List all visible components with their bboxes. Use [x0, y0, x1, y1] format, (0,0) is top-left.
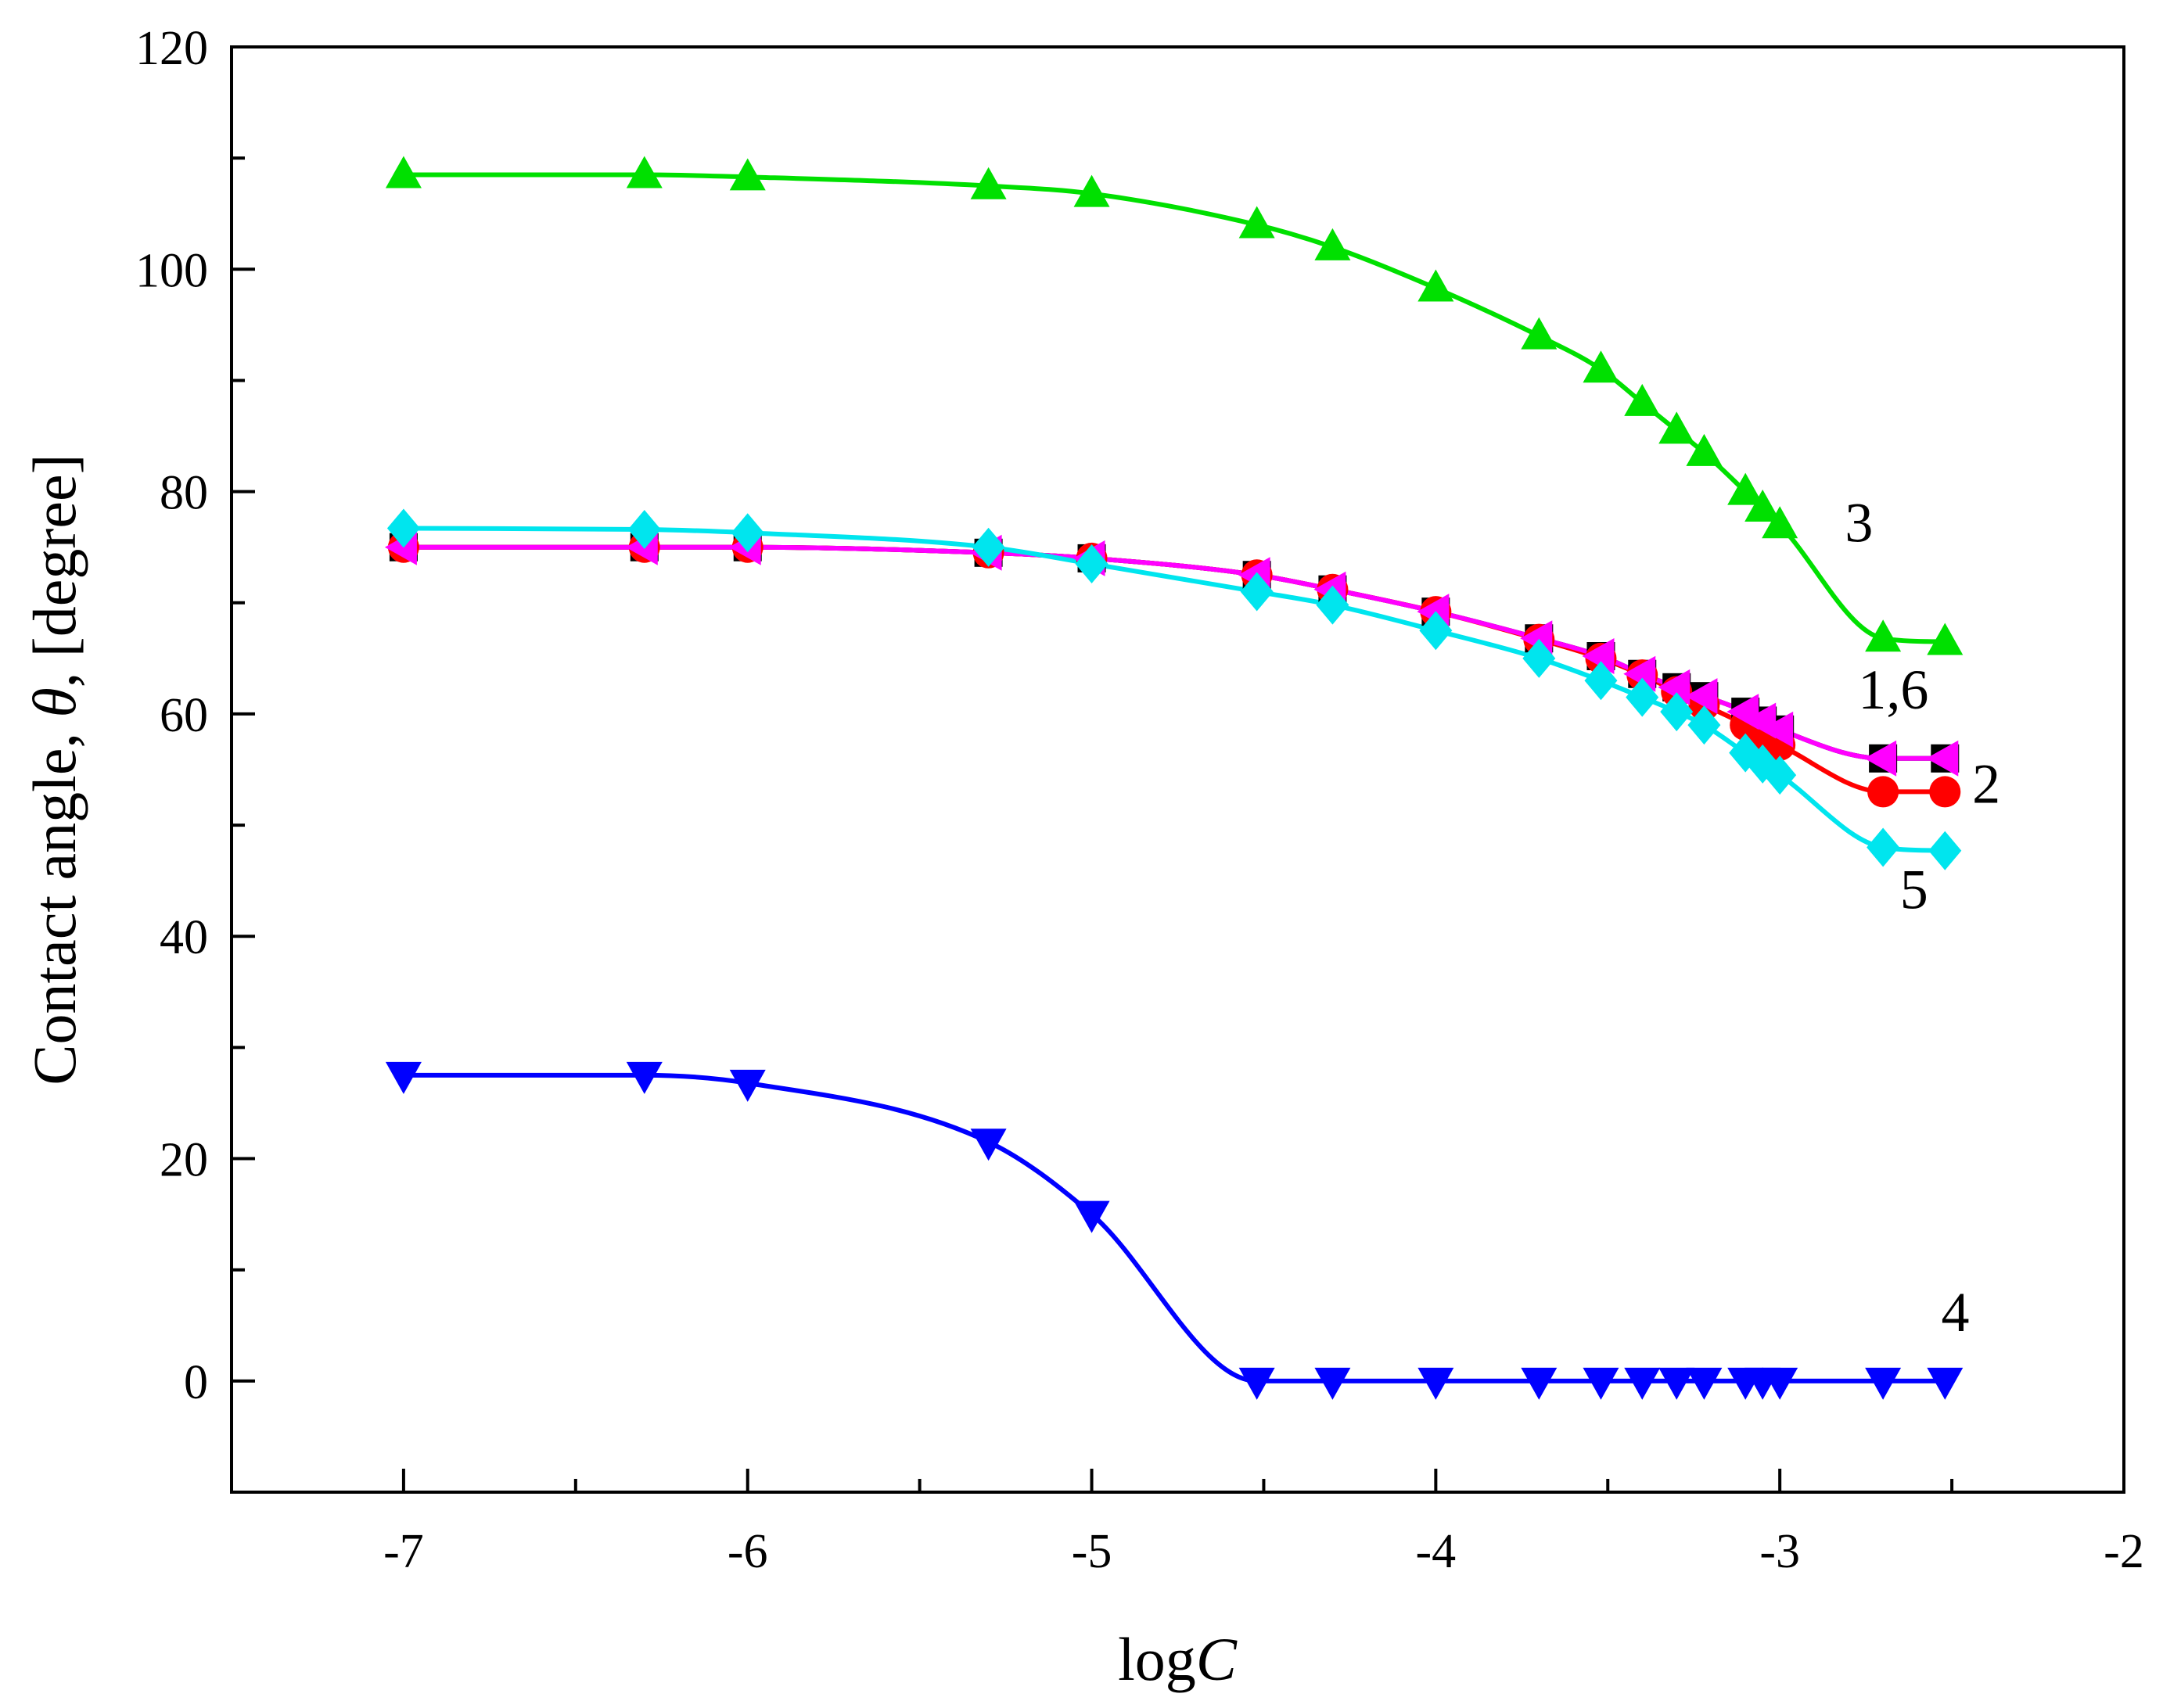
series-5-point [731, 513, 764, 553]
x-axis-title: logC [1118, 1625, 1238, 1693]
series-4-point [1583, 1367, 1619, 1400]
series-3-point [1865, 619, 1902, 652]
y-tick-label: 100 [135, 244, 208, 297]
y-axis-title: Contact angle, θ, [degree] [20, 454, 88, 1085]
series-3-point [1238, 206, 1275, 239]
series-2-point [1867, 776, 1899, 808]
series-6-point [1761, 711, 1794, 748]
series-4-point [626, 1061, 663, 1094]
series-6-point [1864, 740, 1897, 777]
series-5-point [386, 508, 420, 548]
series-3-point [1727, 472, 1764, 505]
series-4-point [1686, 1367, 1723, 1400]
series-3-point [1927, 623, 1964, 655]
series-5-point [627, 509, 661, 549]
series-6-point [1582, 638, 1615, 675]
series-4-point [729, 1069, 766, 1102]
series-2-point [1929, 776, 1961, 808]
series-5-point [1419, 611, 1453, 651]
y-tick-label: 80 [160, 467, 208, 520]
series-5-point [1660, 692, 1694, 732]
series-4-point [1762, 1367, 1798, 1400]
series-5-point [1240, 572, 1274, 612]
series-3-point [1583, 350, 1619, 383]
x-tick-label: -6 [728, 1525, 768, 1578]
series-4-point [385, 1061, 422, 1094]
series-5-point [1584, 661, 1618, 701]
series-6-point [1658, 669, 1691, 705]
series-3-point [1073, 174, 1110, 207]
y-tick-label: 60 [160, 689, 208, 742]
series-5-point [1075, 544, 1108, 584]
curve-label: 3 [1845, 492, 1873, 554]
series-4-point [1927, 1367, 1964, 1400]
series-line-3 [403, 172, 1946, 644]
series-3-point [1624, 383, 1661, 416]
series-4-point [1658, 1367, 1695, 1400]
series-4-point [1865, 1367, 1902, 1400]
series-6-point [1623, 655, 1656, 692]
series-4-point [970, 1128, 1007, 1161]
series-6-point [1926, 740, 1959, 777]
series-4-point [1521, 1367, 1558, 1400]
series-3-point [970, 167, 1007, 199]
labels-layer: -7 -6 -5 -4 -3 -2 0 20 40 60 80 100 120 3 1,6 25 4 [135, 22, 2144, 1578]
series-3-point [729, 158, 766, 191]
series-3-point [1314, 228, 1351, 260]
series-3-point [1658, 411, 1695, 444]
series-4-point [1238, 1367, 1275, 1400]
series-4-point [1073, 1200, 1110, 1233]
x-tick-label: -7 [383, 1525, 424, 1578]
y-tick-label: 40 [160, 911, 208, 964]
curve-label: 4 [1941, 1281, 1969, 1344]
series-line-2 [403, 544, 1946, 795]
curve-label: 2 [1972, 753, 2000, 816]
curve-label: 5 [1900, 859, 1928, 921]
markers-layer [384, 156, 1964, 1400]
plot-frame [230, 45, 2125, 1494]
curve-label: 1,6 [1858, 658, 1928, 721]
y-tick-label: 0 [184, 1356, 208, 1409]
series-5-point [1867, 827, 1900, 867]
series-3-point [1686, 433, 1723, 466]
x-tick-label: -5 [1072, 1525, 1112, 1578]
curves-layer [403, 172, 1946, 1383]
series-4-point [1314, 1367, 1351, 1400]
series-3-point [1744, 489, 1781, 522]
series-3-point [1521, 317, 1558, 350]
series-line-4 [403, 1072, 1946, 1383]
series-3-point [385, 156, 422, 188]
series-5-point [1687, 705, 1721, 745]
x-tick-label: -4 [1416, 1525, 1457, 1578]
series-3-point [1762, 506, 1798, 539]
y-tick-label: 20 [160, 1134, 208, 1187]
series-4-point [1624, 1367, 1661, 1400]
ticks-layer [230, 45, 2125, 1494]
series-3-point [1417, 269, 1454, 302]
series-5-point [1763, 755, 1797, 795]
series-5-point [1928, 831, 1962, 870]
series-5-point [1522, 638, 1556, 678]
y-tick-label: 120 [135, 22, 208, 75]
series-5-point [1316, 585, 1349, 625]
series-5-point [972, 527, 1005, 567]
x-tick-label: -2 [2104, 1525, 2144, 1578]
series-4-point [1417, 1367, 1454, 1400]
series-6-point [1685, 678, 1718, 715]
series-3-point [626, 156, 663, 188]
x-tick-label: -3 [1759, 1525, 1800, 1578]
series-5-point [1626, 677, 1659, 717]
